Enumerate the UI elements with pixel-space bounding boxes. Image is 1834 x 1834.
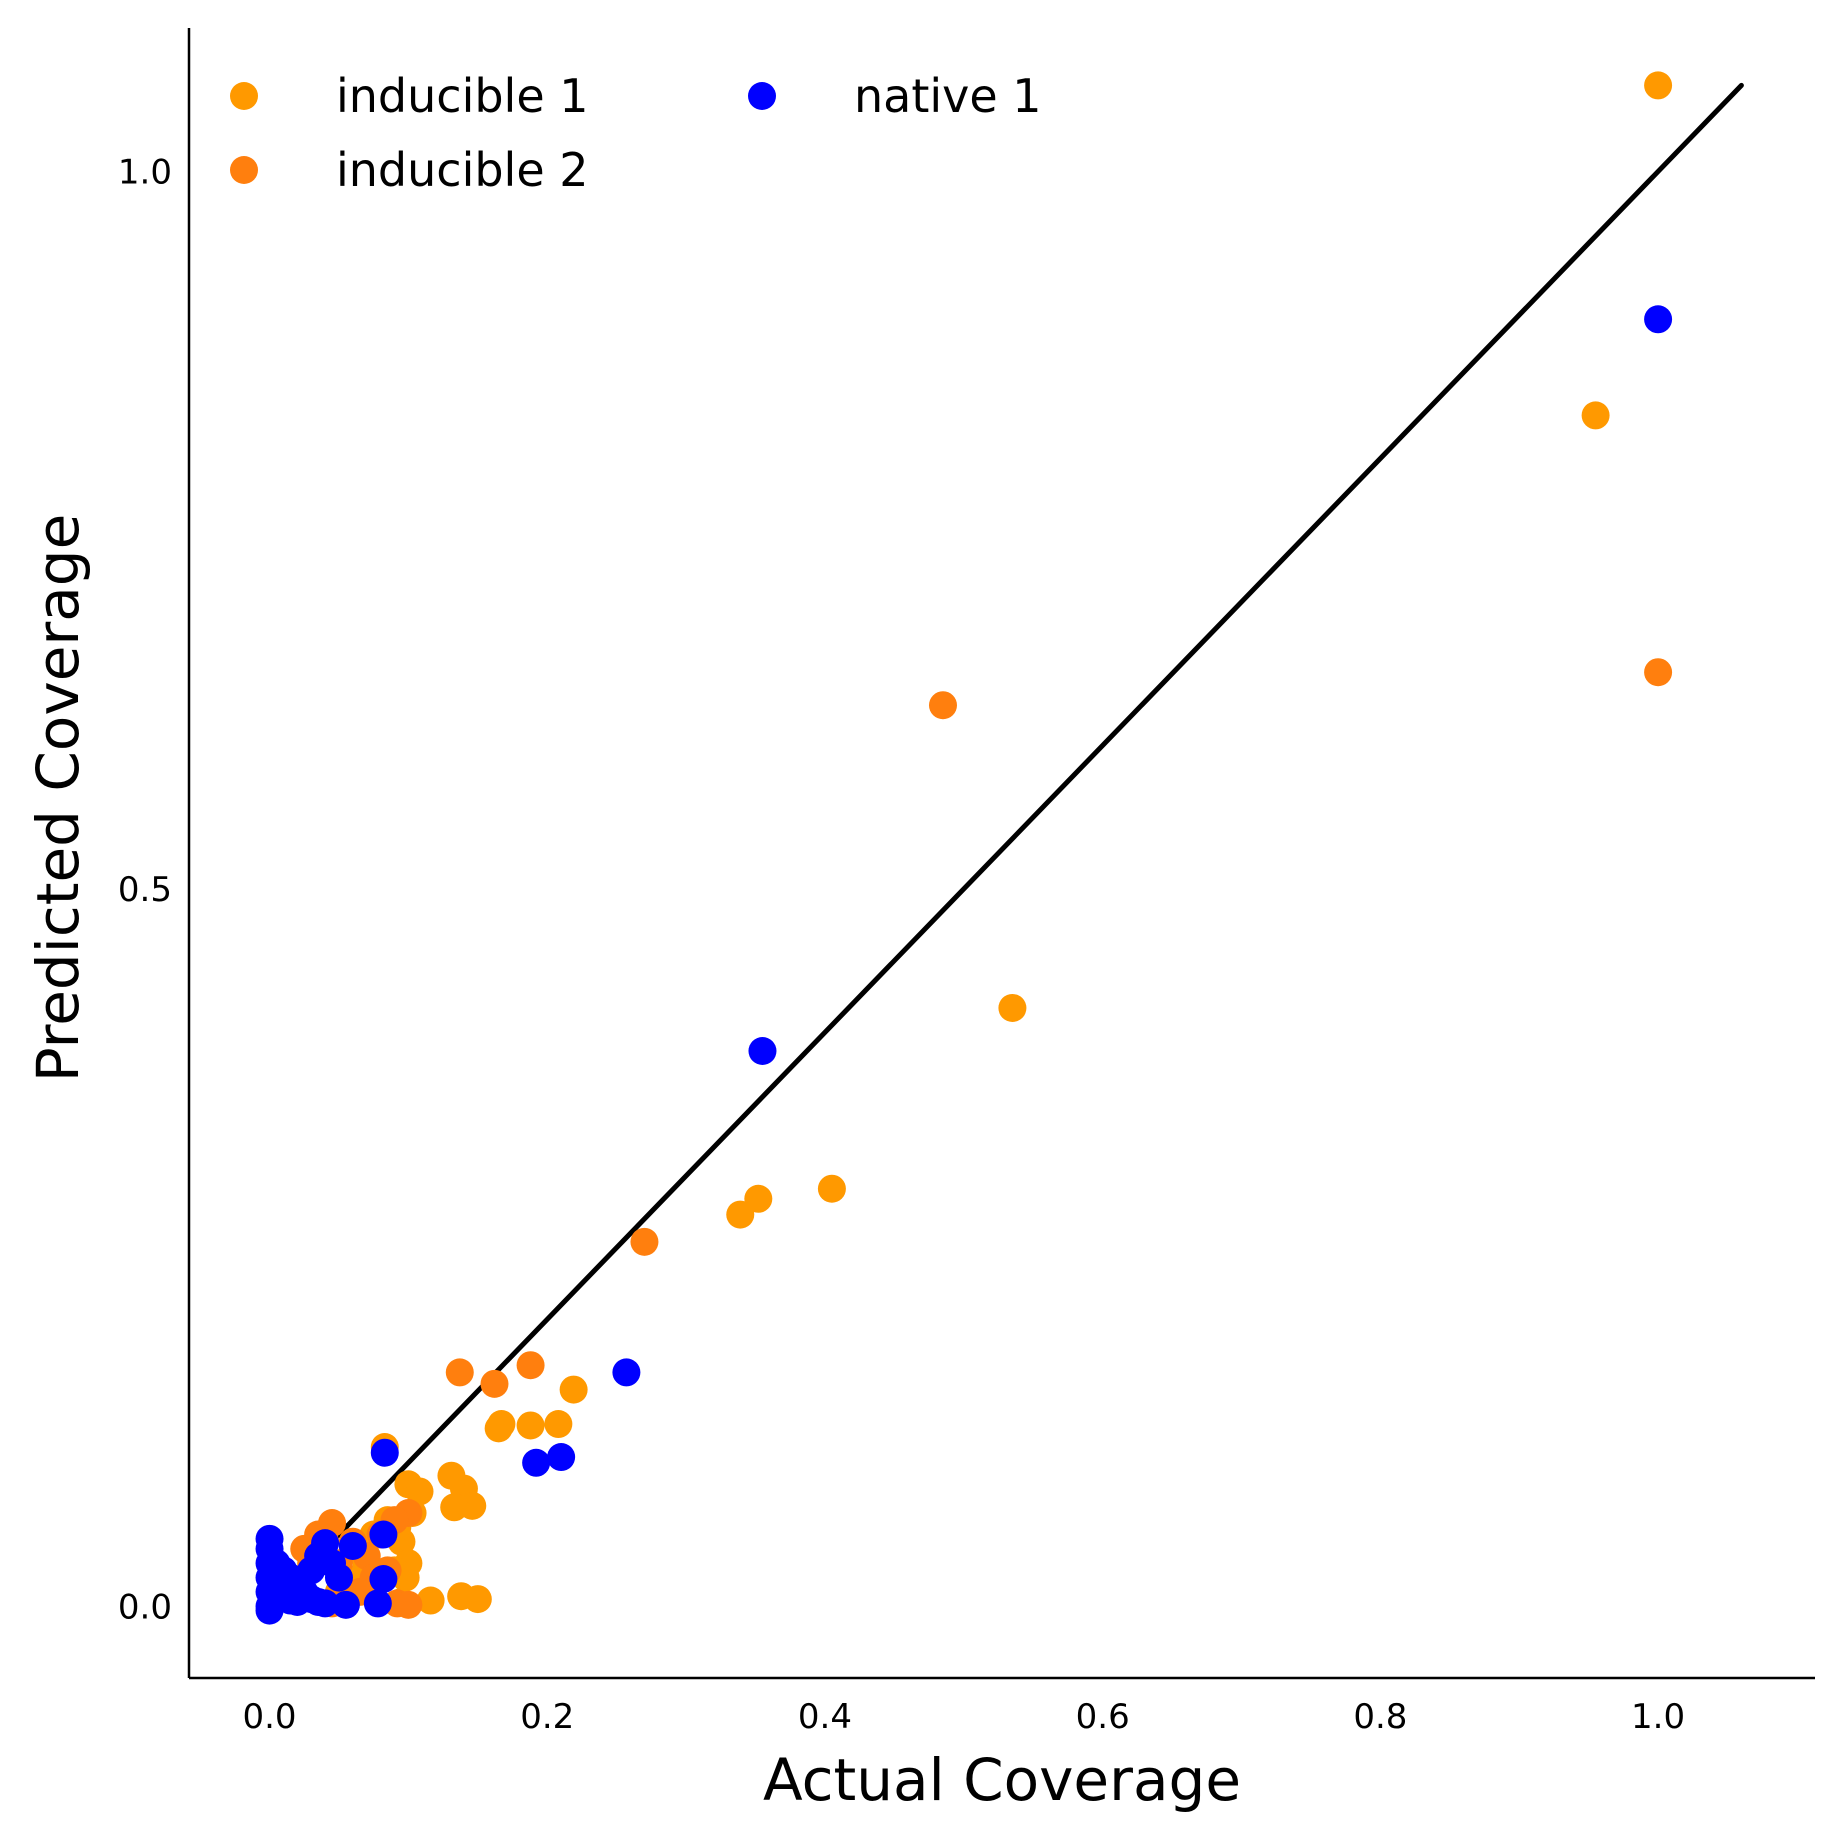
legend-marker (230, 156, 258, 184)
data-point (447, 1582, 476, 1611)
data-point (363, 1589, 392, 1618)
tick-labels: 0.0 0.2 0.4 0.6 0.8 1.0 0.0 0.5 1.0 (118, 152, 1685, 1737)
y-tick-label: 0.5 (118, 870, 172, 910)
series-1 (324, 71, 1673, 1616)
data-point (283, 1587, 312, 1616)
data-point (304, 1587, 333, 1616)
x-tick-label: 0.6 (1076, 1697, 1130, 1737)
data-point (255, 1524, 284, 1553)
data-point (405, 1477, 434, 1506)
y-axis-label: Predicted Coverage (24, 514, 92, 1083)
data-point (324, 1563, 353, 1592)
x-tick-label: 0.0 (242, 1697, 296, 1737)
data-point (748, 1037, 777, 1065)
legend: inducible 1 inducible 2 native 1 (230, 69, 1042, 197)
series-3 (255, 305, 1673, 1625)
data-point (369, 1565, 398, 1593)
x-tick-label: 0.4 (798, 1697, 852, 1737)
data-point (1644, 305, 1673, 334)
data-point (369, 1520, 398, 1549)
data-point (928, 691, 957, 720)
data-point (612, 1358, 641, 1387)
data-point (544, 1410, 573, 1439)
data-point (630, 1227, 659, 1256)
reference-line-layer (294, 82, 1744, 1581)
data-point (445, 1358, 474, 1387)
data-point (480, 1369, 509, 1398)
x-tick-label: 1.0 (1631, 1697, 1685, 1737)
data-point (998, 993, 1027, 1022)
data-point (1581, 401, 1610, 430)
legend-marker (230, 82, 258, 110)
data-point (817, 1174, 846, 1203)
data-point (1644, 658, 1673, 687)
legend-marker (748, 82, 776, 110)
data-point (484, 1414, 513, 1443)
series-2 (290, 658, 1673, 1619)
data-point (416, 1586, 445, 1615)
data-point (744, 1184, 773, 1213)
reference-line (294, 82, 1744, 1581)
x-tick-label: 0.2 (520, 1697, 574, 1737)
data-point (331, 1590, 360, 1619)
legend-label: native 1 (854, 69, 1042, 123)
data-point (394, 1590, 423, 1619)
data-point (726, 1200, 755, 1229)
data-point (370, 1438, 399, 1467)
y-tick-label: 1.0 (118, 152, 172, 192)
data-point (547, 1443, 576, 1472)
y-tick-label: 0.0 (118, 1587, 172, 1627)
data-point (559, 1375, 588, 1404)
legend-label: inducible 1 (336, 69, 589, 123)
data-point (440, 1493, 469, 1522)
data-point (338, 1532, 367, 1560)
data-point (1644, 71, 1673, 100)
x-axis-label: Actual Coverage (763, 1746, 1241, 1814)
data-points-layer (255, 71, 1673, 1625)
axes (187, 28, 1815, 1680)
legend-label: inducible 2 (336, 143, 589, 197)
data-point (522, 1448, 551, 1477)
data-point (516, 1411, 545, 1440)
data-point (516, 1351, 545, 1380)
x-tick-label: 0.8 (1353, 1697, 1407, 1737)
